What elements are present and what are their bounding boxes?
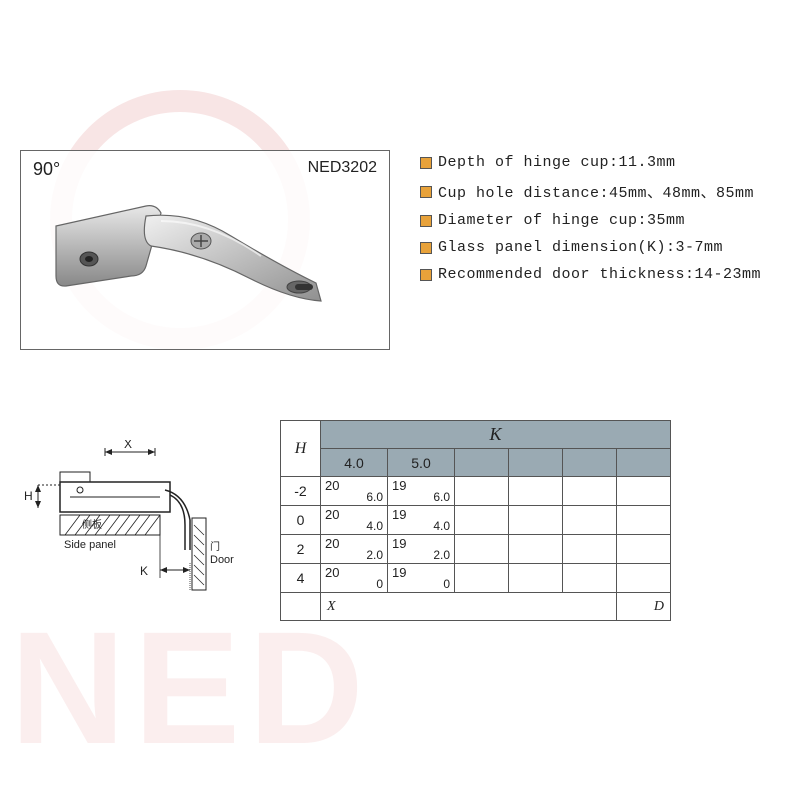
k-dim-label: K: [140, 564, 148, 578]
spec-text: Cup hole distance:45mm、48mm、85mm: [438, 181, 754, 202]
bullet-icon: [420, 215, 432, 227]
bullet-icon: [420, 157, 432, 169]
data-cell: 196.0: [388, 477, 454, 505]
table-row: X D: [281, 593, 671, 621]
empty-cell: [617, 564, 671, 593]
footer-x: X: [321, 593, 617, 621]
empty-cell: [617, 477, 671, 506]
empty-header: [509, 449, 563, 477]
model-number: NED3202: [308, 159, 377, 177]
side-panel-cn: 侧板: [82, 518, 102, 531]
empty-cell: [509, 535, 563, 564]
hinge-illustration: [51, 191, 351, 331]
spec-text: Glass panel dimension(K):3-7mm: [438, 239, 723, 256]
empty-header: [563, 449, 617, 477]
h-value: 4: [281, 564, 321, 593]
h-header: H: [281, 421, 321, 477]
empty-cell: [281, 593, 321, 621]
h-value: 0: [281, 506, 321, 535]
data-cell: 204.0: [321, 506, 387, 534]
table-row: 0 204.0 194.0: [281, 506, 671, 535]
table-row: 4.0 5.0: [281, 449, 671, 477]
spec-item: Cup hole distance:45mm、48mm、85mm: [420, 181, 780, 202]
empty-cell: [617, 506, 671, 535]
specifications-list: Depth of hinge cup:11.3mm Cup hole dista…: [420, 150, 780, 350]
empty-header: [455, 449, 509, 477]
h-value: -2: [281, 477, 321, 506]
bullet-icon: [420, 269, 432, 281]
spec-text: Diameter of hinge cup:35mm: [438, 212, 685, 229]
spec-item: Glass panel dimension(K):3-7mm: [420, 239, 780, 256]
product-image-box: 90° NED3202: [20, 150, 390, 350]
angle-label: 90°: [33, 159, 60, 180]
empty-cell: [563, 506, 617, 535]
table-row: -2 206.0 196.0: [281, 477, 671, 506]
empty-cell: [509, 564, 563, 593]
data-cell: 206.0: [321, 477, 387, 505]
empty-cell: [455, 535, 509, 564]
empty-cell: [563, 535, 617, 564]
data-cell: 200: [321, 564, 387, 592]
table-row: 2 202.0 192.0: [281, 535, 671, 564]
spec-text: Depth of hinge cup:11.3mm: [438, 154, 676, 171]
spec-item: Recommended door thickness:14-23mm: [420, 266, 780, 283]
h-value: 2: [281, 535, 321, 564]
h-dim-label: H: [24, 489, 33, 503]
spec-text: Recommended door thickness:14-23mm: [438, 266, 761, 283]
table-row: 4 200 190: [281, 564, 671, 593]
bullet-icon: [420, 242, 432, 254]
k-header: K: [321, 421, 671, 449]
dimension-table: H K 4.0 5.0 -2 206.0 196.0 0 204.0 194.0…: [280, 420, 671, 621]
spec-item: Depth of hinge cup:11.3mm: [420, 154, 780, 171]
k-value-header: 5.0: [388, 449, 455, 477]
bullet-icon: [420, 186, 432, 198]
table-row: H K: [281, 421, 671, 449]
door-en: Door: [210, 554, 234, 566]
side-panel-en: Side panel: [64, 539, 116, 551]
empty-header: [617, 449, 671, 477]
spec-item: Diameter of hinge cup:35mm: [420, 212, 780, 229]
top-section: 90° NED3202: [20, 150, 780, 350]
empty-cell: [455, 506, 509, 535]
data-cell: 192.0: [388, 535, 454, 563]
watermark-brand-text: NED: [10, 596, 372, 780]
data-cell: 202.0: [321, 535, 387, 563]
empty-cell: [455, 477, 509, 506]
footer-d: D: [617, 593, 671, 621]
empty-cell: [563, 564, 617, 593]
empty-cell: [563, 477, 617, 506]
bottom-section: X H: [20, 420, 780, 621]
empty-cell: [509, 477, 563, 506]
empty-cell: [509, 506, 563, 535]
data-cell: 194.0: [388, 506, 454, 534]
technical-diagram: X H: [20, 420, 260, 615]
door-cn: 门: [210, 540, 220, 553]
mounting-diagram-svg: X H: [20, 440, 260, 610]
empty-cell: [617, 535, 671, 564]
data-cell: 190: [388, 564, 454, 592]
x-dim-label: X: [124, 440, 132, 451]
k-value-header: 4.0: [321, 449, 388, 477]
empty-cell: [455, 564, 509, 593]
